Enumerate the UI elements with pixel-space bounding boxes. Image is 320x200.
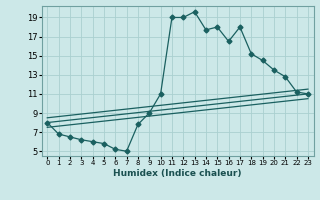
X-axis label: Humidex (Indice chaleur): Humidex (Indice chaleur) — [113, 169, 242, 178]
